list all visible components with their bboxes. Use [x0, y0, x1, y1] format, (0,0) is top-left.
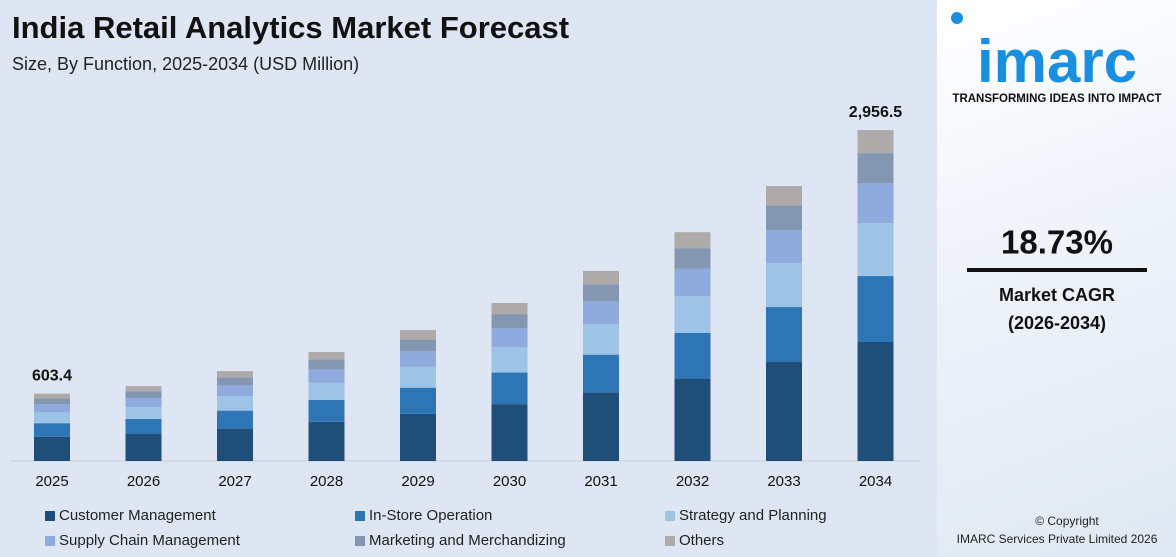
x-tick-label: 2031	[584, 473, 617, 490]
legend-swatch	[45, 511, 55, 521]
bar-segment	[308, 382, 345, 400]
bar-segment	[34, 404, 70, 413]
bar-segment	[217, 371, 253, 378]
bar-segment	[583, 392, 619, 461]
bar-segment	[34, 423, 70, 437]
bar-segment	[857, 130, 894, 154]
bar-segment	[766, 205, 802, 231]
bar-segment	[583, 301, 619, 325]
x-tick-label: 2032	[676, 473, 709, 490]
bar-segment	[491, 404, 528, 461]
logo-dot	[951, 12, 963, 24]
bar-segment	[125, 398, 162, 408]
total-label: 2,956.5	[849, 104, 902, 121]
bar-segment	[400, 330, 436, 340]
bar-segment	[400, 339, 436, 352]
chart: India Retail Analytics Market Forecast S…	[10, 10, 920, 549]
bar-segment	[400, 366, 436, 388]
bar-segment	[674, 248, 711, 269]
legend-swatch	[355, 511, 365, 521]
bar-segment	[857, 223, 894, 277]
bar-segment	[400, 413, 436, 461]
bar-segment	[308, 399, 345, 422]
bar-segment	[217, 377, 253, 386]
bar-segment	[308, 351, 345, 360]
bar-segment	[674, 378, 711, 461]
chart-title: India Retail Analytics Market Forecast	[12, 10, 569, 45]
x-tick-label: 2029	[401, 473, 434, 490]
bar-segment	[674, 232, 711, 249]
bar-segment	[857, 153, 894, 184]
legend-label: Marketing and Merchandizing	[369, 532, 566, 549]
legend-swatch	[665, 511, 675, 521]
total-label: 603.4	[32, 368, 72, 385]
legend-label: Supply Chain Management	[59, 532, 241, 549]
bar-segment	[34, 436, 70, 461]
x-tick-label: 2027	[218, 473, 251, 490]
bar-segment	[766, 186, 802, 206]
cagr-label: Market CAGR	[999, 285, 1115, 305]
bar-segment	[217, 410, 253, 429]
cagr-value: 18.73%	[1001, 224, 1113, 261]
x-tick-label: 2034	[859, 473, 892, 490]
legend-swatch	[355, 536, 365, 546]
bar-segment	[583, 270, 619, 285]
bar-segment	[491, 314, 528, 329]
bar-segment	[308, 421, 345, 461]
legend-swatch	[665, 536, 675, 546]
bar-segment	[491, 347, 528, 373]
x-tick-label: 2028	[310, 473, 343, 490]
x-tick-label: 2026	[127, 473, 160, 490]
bar-segment	[308, 359, 345, 370]
bar-segment	[674, 296, 711, 333]
legend-label: In-Store Operation	[369, 507, 492, 524]
bar-segment	[400, 351, 436, 367]
logo: imarc	[977, 28, 1137, 95]
legend-label: Others	[679, 532, 724, 549]
bar-segment	[766, 307, 802, 363]
bar-segment	[766, 362, 802, 461]
copyright: © Copyright	[1035, 514, 1099, 528]
bar-segment	[125, 407, 162, 420]
bar-segment	[857, 276, 894, 342]
bar-segment	[674, 268, 711, 297]
bar-segment	[308, 369, 345, 383]
divider	[967, 268, 1147, 272]
bar-segment	[217, 396, 253, 411]
bar-segment	[491, 303, 528, 315]
chart-subtitle: Size, By Function, 2025-2034 (USD Millio…	[12, 54, 359, 74]
cagr-period: (2026-2034)	[1008, 313, 1106, 333]
legend-label: Strategy and Planning	[679, 507, 827, 524]
bar-segment	[766, 230, 802, 264]
bar-segment	[34, 393, 70, 399]
bar-segment	[125, 386, 162, 392]
bar-segment	[583, 324, 619, 355]
bar-segment	[583, 354, 619, 393]
bar-segment	[217, 385, 253, 397]
bar-segment	[400, 387, 436, 414]
company: IMARC Services Private Limited 2026	[957, 532, 1158, 546]
bar-segment	[217, 428, 253, 461]
bar-segment	[857, 341, 894, 461]
legend-label: Customer Management	[59, 507, 217, 524]
bar-segment	[857, 183, 894, 224]
x-tick-label: 2033	[767, 473, 800, 490]
bar-segment	[491, 328, 528, 348]
bar-segment	[125, 419, 162, 435]
legend-swatch	[45, 536, 55, 546]
bar-segment	[34, 412, 70, 424]
bar-segment	[674, 332, 711, 379]
x-tick-label: 2030	[493, 473, 526, 490]
bar-segment	[125, 434, 162, 461]
side-panel: imarc TRANSFORMING IDEAS INTO IMPACT 18.…	[937, 0, 1176, 557]
bar-segment	[34, 398, 70, 405]
tagline: TRANSFORMING IDEAS INTO IMPACT	[952, 93, 1161, 105]
bar-segment	[491, 372, 528, 405]
bar-segment	[583, 284, 619, 302]
bar-segment	[125, 391, 162, 399]
bar-segment	[766, 263, 802, 308]
side-graphic: imarc TRANSFORMING IDEAS INTO IMPACT 18.…	[951, 12, 1162, 546]
x-tick-label: 2025	[35, 473, 68, 490]
